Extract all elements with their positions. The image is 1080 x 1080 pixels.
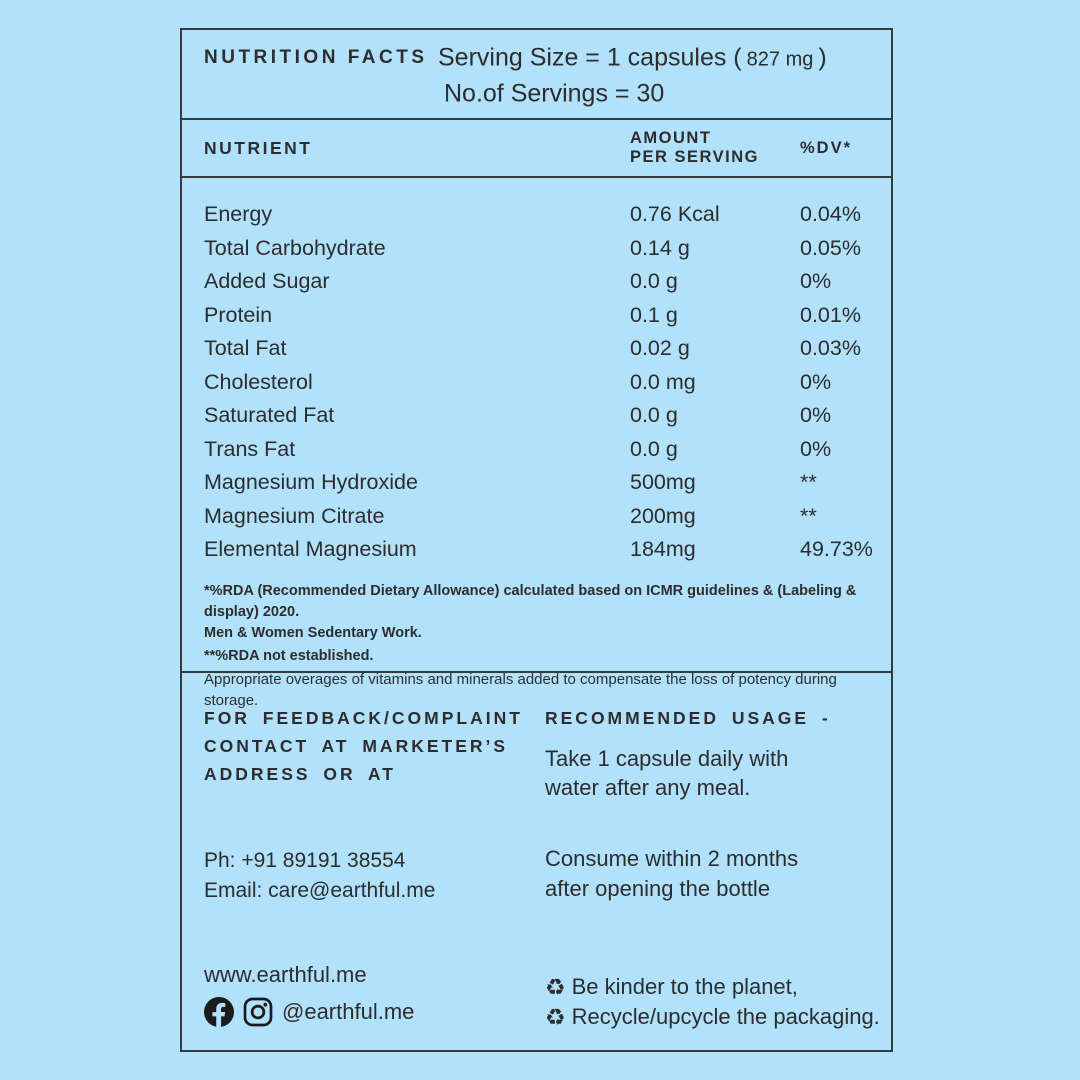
table-row: Protein 0.1 g 0.01% — [204, 302, 861, 327]
email-address: Email: care@earthful.me — [204, 879, 436, 902]
nutrient-table: Energy 0.76 Kcal 0.04% Total Carbohydrate 0… — [182, 178, 891, 709]
contact-block: Ph: +91 89191 38554 Email: care@earthful… — [204, 846, 435, 906]
website-url: www.earthful.me — [204, 962, 367, 987]
eco-line: ♻ Recycle/upcycle the packaging. — [545, 1004, 880, 1030]
eco-block: ♻ Be kinder to the planet, ♻ Recycle/upc… — [545, 972, 880, 1032]
nutrient-rows: Energy 0.76 Kcal 0.04% Total Carbohydrate 0… — [182, 178, 891, 567]
table-row: Magnesium Hydroxide 500mg ** — [204, 470, 817, 495]
table-row: Magnesium Citrate 200mg ** — [204, 503, 817, 528]
table-row: Cholesterol 0.0 mg 0% — [204, 369, 832, 394]
nutrition-facts-title: NUTRITION FACTS — [204, 47, 428, 68]
column-header-nutrient: NUTRIENT — [204, 137, 313, 158]
table-row: Trans Fat 0.0 g 0% — [204, 436, 832, 461]
phone-number: Ph: +91 89191 38554 — [204, 849, 406, 872]
footnote-not-established: **%RDA not established. — [204, 648, 374, 664]
serving-size: Serving Size = 1 capsules (827 mg) — [438, 44, 827, 73]
usage-text: Take 1 capsule daily with water after an… — [545, 746, 789, 800]
servings-count: No.of Servings = 30 — [444, 79, 665, 108]
table-row: Total Fat 0.02 g 0.03% — [204, 336, 861, 361]
recycle-icon: ♻ — [545, 1004, 566, 1030]
social-handle: @earthful.me — [282, 999, 415, 1024]
table-row: Saturated Fat 0.0 g 0% — [204, 403, 832, 428]
table-header: NUTRIENT AMOUNT PER SERVING %DV* — [182, 120, 891, 178]
nutrition-label: NUTRITION FACTS Serving Size = 1 capsule… — [180, 28, 893, 1052]
column-header-dv: %DV* — [800, 138, 853, 157]
feedback-heading: FOR FEEDBACK/COMPLAINT CONTACT AT MARKET… — [204, 708, 523, 784]
serving-size-suffix: ) — [818, 43, 827, 72]
footnote-overages: Appropriate overages of vitamins and min… — [204, 671, 837, 709]
footnotes: *%RDA (Recommended Dietary Allowance) ca… — [204, 581, 877, 711]
column-header-amount: AMOUNT PER SERVING — [630, 129, 759, 166]
table-row: Energy 0.76 Kcal 0.04% — [204, 202, 861, 227]
usage-heading: RECOMMENDED USAGE - — [545, 708, 831, 728]
serving-size-mg: 827 mg — [746, 48, 814, 71]
footnote-rda: *%RDA (Recommended Dietary Allowance) ca… — [204, 583, 857, 641]
table-row: Elemental Magnesium 184mg 49.73% — [204, 537, 873, 562]
recycle-icon: ♻ — [545, 974, 566, 1000]
instagram-icon — [243, 997, 273, 1027]
table-row: Added Sugar 0.0 g 0% — [204, 269, 832, 294]
label-header: NUTRITION FACTS Serving Size = 1 capsule… — [182, 30, 891, 120]
facebook-icon — [204, 997, 234, 1027]
table-row: Total Carbohydrate 0.14 g 0.05% — [204, 235, 861, 260]
label-footer: FOR FEEDBACK/COMPLAINT CONTACT AT MARKET… — [182, 673, 891, 1050]
eco-line: ♻ Be kinder to the planet, — [545, 974, 798, 1000]
serving-size-prefix: Serving Size = 1 capsules ( — [438, 43, 742, 72]
social-row: @earthful.me — [204, 997, 414, 1027]
consume-text: Consume within 2 months after opening th… — [545, 846, 799, 901]
